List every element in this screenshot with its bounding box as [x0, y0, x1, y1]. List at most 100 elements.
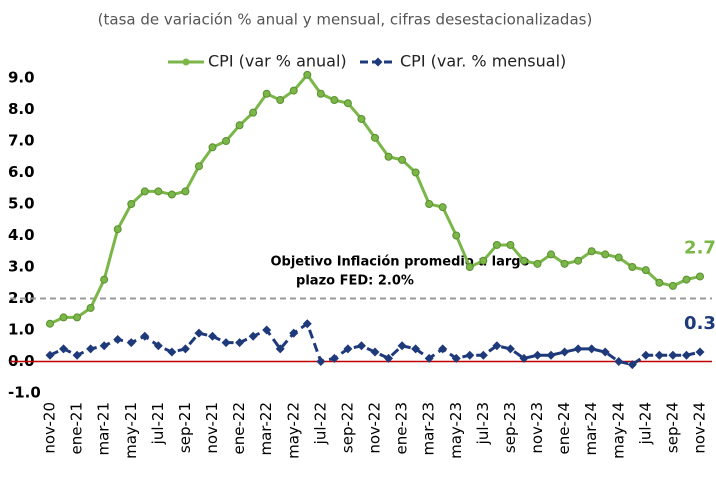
marker: [425, 200, 434, 208]
marker: [398, 155, 407, 164]
x-tick-label: mar-23: [420, 402, 438, 456]
marker: [302, 319, 312, 329]
marker: [276, 96, 285, 105]
marker: [73, 313, 82, 322]
marker: [574, 256, 583, 265]
x-tick-label: sep-23: [501, 402, 519, 453]
marker: [357, 114, 366, 123]
x-tick-label: nov-22: [366, 402, 384, 454]
x-tick-label: mar-24: [582, 402, 600, 456]
marker: [167, 190, 176, 199]
marker: [208, 331, 217, 341]
marker: [356, 341, 366, 351]
marker: [641, 350, 651, 360]
y-tick-label: 7.0: [8, 132, 35, 150]
marker: [627, 360, 637, 370]
marker: [330, 96, 339, 105]
chart-subtitle: (tasa de variación % anual y mensual, ci…: [98, 11, 593, 29]
x-tick-label: jul-24: [636, 402, 654, 445]
marker: [492, 240, 501, 249]
marker: [492, 341, 502, 351]
x-tick-label: may-22: [284, 402, 302, 459]
marker: [45, 350, 55, 360]
marker: [222, 137, 231, 145]
marker: [384, 152, 393, 161]
marker: [249, 108, 258, 117]
x-tick-label: ene-21: [68, 402, 86, 454]
x-tick-label: jul-21: [149, 402, 167, 445]
end-label: 2.7: [684, 237, 716, 258]
legend-marker: [373, 57, 383, 67]
marker: [127, 200, 136, 208]
marker: [235, 121, 244, 130]
x-tick-label: nov-24: [691, 402, 709, 454]
x-tick-label: nov-21: [203, 402, 221, 454]
marker: [560, 259, 569, 268]
marker: [682, 275, 691, 284]
marker: [194, 328, 204, 338]
marker: [614, 253, 623, 262]
marker: [262, 89, 271, 98]
marker: [316, 89, 325, 98]
marker: [113, 225, 122, 234]
x-tick-label: sep-22: [338, 402, 356, 453]
x-tick-label: nov-23: [528, 402, 546, 454]
marker: [601, 250, 610, 259]
x-tick-label: mar-22: [257, 402, 275, 456]
marker: [59, 344, 69, 354]
marker: [221, 338, 231, 348]
y-tick-label: 1.0: [8, 321, 35, 339]
marker: [262, 325, 272, 335]
marker: [99, 341, 109, 351]
y-tick-label: 8.0: [8, 100, 35, 118]
marker: [519, 256, 528, 265]
marker: [546, 350, 556, 360]
marker: [533, 259, 542, 268]
marker: [140, 331, 150, 341]
marker: [424, 353, 434, 363]
marker: [153, 341, 163, 351]
marker: [573, 344, 583, 354]
marker: [289, 86, 298, 95]
y-tick-label: 9.0: [8, 69, 35, 87]
legend-label: CPI (var % anual): [208, 52, 347, 71]
marker: [547, 250, 556, 259]
marker: [452, 231, 461, 240]
marker: [505, 344, 515, 354]
marker: [371, 133, 379, 142]
marker: [343, 344, 353, 354]
marker: [533, 350, 542, 360]
y-tick-label: 6.0: [8, 163, 35, 181]
marker: [275, 344, 285, 354]
annotation: plazo FED: 2.0%: [296, 274, 414, 289]
x-tick-label: ene-24: [555, 402, 573, 454]
marker: [668, 281, 677, 290]
marker: [655, 278, 664, 287]
marker: [465, 350, 475, 360]
x-tick-label: may-21: [122, 402, 140, 459]
marker: [167, 347, 177, 357]
x-tick-label: sep-21: [176, 402, 194, 453]
x-tick-label: jul-23: [474, 402, 492, 445]
marker: [641, 266, 650, 275]
marker: [654, 350, 664, 360]
marker: [248, 331, 258, 341]
marker: [695, 347, 705, 357]
marker: [86, 303, 95, 312]
x-tick-label: mar-21: [95, 402, 113, 456]
series-line: [49, 321, 701, 367]
marker: [72, 350, 82, 360]
marker: [180, 344, 190, 354]
marker: [628, 263, 637, 271]
marker: [208, 143, 217, 152]
x-tick-label: sep-24: [663, 402, 681, 453]
marker: [478, 350, 488, 360]
x-tick-label: ene-23: [393, 402, 411, 454]
marker: [681, 350, 691, 360]
marker: [479, 256, 488, 265]
y-tick-label: 4.0: [8, 226, 35, 244]
marker: [668, 350, 678, 360]
x-tick-label: may-24: [609, 402, 627, 459]
marker: [140, 187, 149, 196]
